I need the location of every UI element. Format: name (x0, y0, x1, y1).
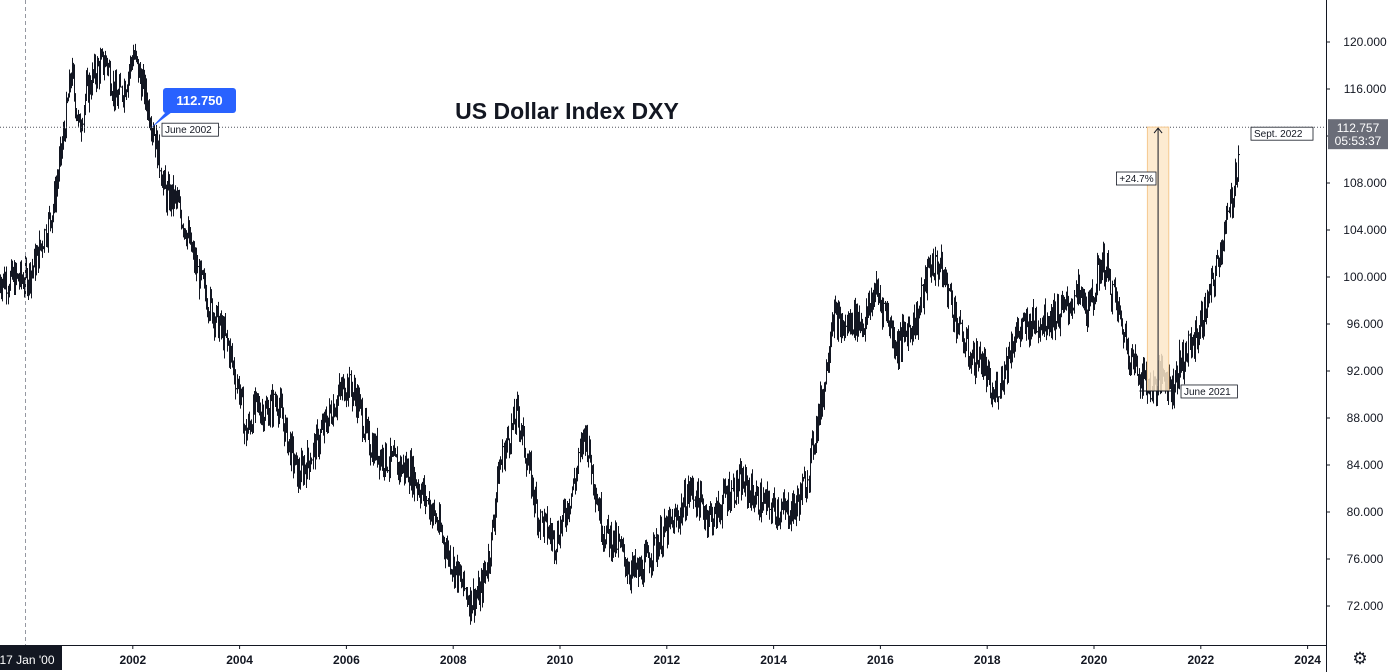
x-tick-label: 2004 (226, 653, 253, 667)
gear-icon[interactable]: ⚙ (1352, 649, 1368, 669)
last-price-box (1328, 119, 1388, 150)
start-date-marker: 17 Jan '00 (0, 646, 62, 670)
label-june-2002-text: June 2002 (165, 125, 212, 136)
y-tick-label: 76.000 (1347, 552, 1384, 566)
x-tick-label: 2014 (760, 653, 787, 667)
x-tick-label: 2010 (547, 653, 574, 667)
label-june-2002: June 2002 (161, 122, 219, 137)
y-tick-label: 104.000 (1343, 223, 1387, 237)
ohlc-bars (0, 43, 1240, 625)
y-tick-label: 120.000 (1343, 35, 1387, 49)
label-sept-2022: Sept. 2022 (1250, 126, 1314, 141)
overlay-layer: June 2002 Sept. 2022 June 2021 +24.7% 112.75… (0, 0, 1326, 645)
y-tick-label: 92.000 (1347, 364, 1384, 378)
start-date-box (0, 646, 62, 670)
y-tick-label: 108.000 (1343, 176, 1387, 190)
x-tick-label: 2002 (119, 653, 146, 667)
x-tick-label: 2008 (440, 653, 467, 667)
x-tick-label: 2024 (1294, 653, 1321, 667)
start-date-label: 17 Jan '00 (0, 653, 55, 667)
price-callout: 112.750 (151, 88, 236, 128)
price-callout-pointer (151, 112, 172, 128)
label-june-2002-box (161, 122, 219, 137)
y-tick-label: 96.000 (1347, 317, 1384, 331)
x-tick-label: 2006 (333, 653, 360, 667)
label-june-2021-box (1180, 384, 1238, 399)
y-tick-label: 80.000 (1347, 505, 1384, 519)
chart-title: US Dollar Index DXY (455, 98, 679, 124)
y-tick-label: 72.000 (1347, 599, 1384, 613)
y-tick-label: 84.000 (1347, 458, 1384, 472)
y-tick-label: 100.000 (1343, 270, 1387, 284)
x-tick-label: 2022 (1187, 653, 1214, 667)
price-callout-box (163, 88, 236, 113)
x-tick-label: 2018 (974, 653, 1001, 667)
price-callout-value: 112.750 (176, 93, 222, 108)
label-june-2021-text: June 2021 (1184, 387, 1231, 398)
label-june-2021: June 2021 (1180, 384, 1238, 399)
label-range-pct-text: +24.7% (1119, 174, 1153, 185)
label-range-pct-box (1116, 171, 1157, 186)
last-price-value: 112.757 (1337, 121, 1380, 135)
x-tick-label: 2012 (653, 653, 680, 667)
label-sept-2022-box (1250, 126, 1314, 141)
label-range-pct: +24.7% (1116, 171, 1157, 186)
x-tick-label: 2020 (1081, 653, 1108, 667)
y-tick-label: 88.000 (1347, 411, 1384, 425)
x-tick-label: 2016 (867, 653, 894, 667)
y-tick-label: 116.000 (1344, 82, 1387, 96)
last-price-countdown: 05:53:37 (1335, 134, 1382, 148)
range-arrow-head (1153, 127, 1163, 134)
label-sept-2022-text: Sept. 2022 (1254, 129, 1303, 140)
